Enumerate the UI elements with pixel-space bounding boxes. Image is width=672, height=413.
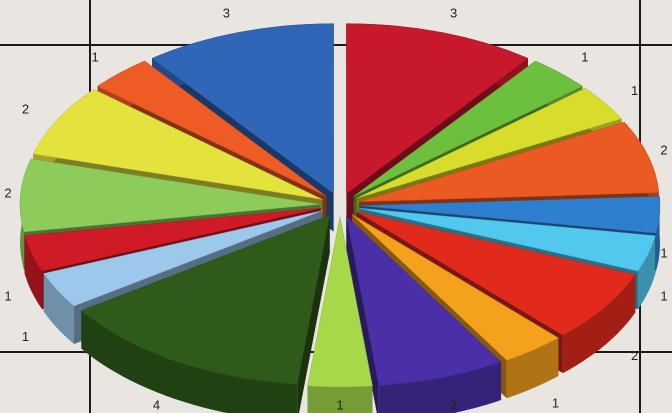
pie-slice xyxy=(356,211,636,336)
pie-slice xyxy=(43,210,323,307)
pie-slice xyxy=(351,214,559,361)
slice-outer-wall xyxy=(656,196,660,272)
slice-label: 2 xyxy=(4,185,11,200)
slice-label: 1 xyxy=(581,49,588,64)
pie-slice xyxy=(24,207,321,272)
pie-slice xyxy=(359,121,660,203)
slice-label: 4 xyxy=(153,397,160,412)
slice-label: 3 xyxy=(450,5,457,20)
slice-outer-wall xyxy=(43,273,75,345)
pie-slice xyxy=(359,207,656,272)
pie-slice xyxy=(80,214,331,385)
slice-outer-wall xyxy=(24,235,43,310)
slice-label: 1 xyxy=(336,397,343,412)
slice-label: 1 xyxy=(4,289,11,304)
slice-labels: 3 1 1 2 1 1 2 1 2 1 4 1 1 2 2 1 3 xyxy=(4,5,667,412)
pie-slice xyxy=(32,89,323,200)
slice-tops xyxy=(19,23,661,388)
slice-outer-wall xyxy=(506,337,559,399)
slice-label: 1 xyxy=(92,49,99,64)
slice-label: 3 xyxy=(223,5,230,20)
pie-slice xyxy=(307,216,373,388)
slice-side-wall xyxy=(297,215,330,413)
slice-outer-wall xyxy=(562,274,636,374)
pie-slice xyxy=(151,23,334,195)
pie-slice xyxy=(19,158,321,233)
pie-slice xyxy=(97,60,327,197)
slice-label: 1 xyxy=(660,245,667,260)
pie-slice xyxy=(359,196,661,234)
pie-slice xyxy=(356,87,623,199)
pie-slice xyxy=(346,23,529,195)
slice-label: 2 xyxy=(631,348,638,363)
slice-outer-wall xyxy=(378,362,502,413)
slice-label: 2 xyxy=(660,142,667,157)
slice-label: 2 xyxy=(450,397,457,412)
slice-label: 1 xyxy=(22,329,29,344)
slice-outer-wall xyxy=(307,386,373,413)
pie-slice xyxy=(353,60,583,197)
slice-label: 1 xyxy=(552,396,559,411)
pie-slice xyxy=(345,215,502,386)
slice-outer-wall xyxy=(637,235,656,310)
slice-side-wall xyxy=(346,216,379,413)
slice-outer-wall xyxy=(81,310,298,413)
slice-label: 1 xyxy=(660,289,667,304)
slice-label: 2 xyxy=(22,102,29,117)
slice-label: 1 xyxy=(631,83,638,98)
